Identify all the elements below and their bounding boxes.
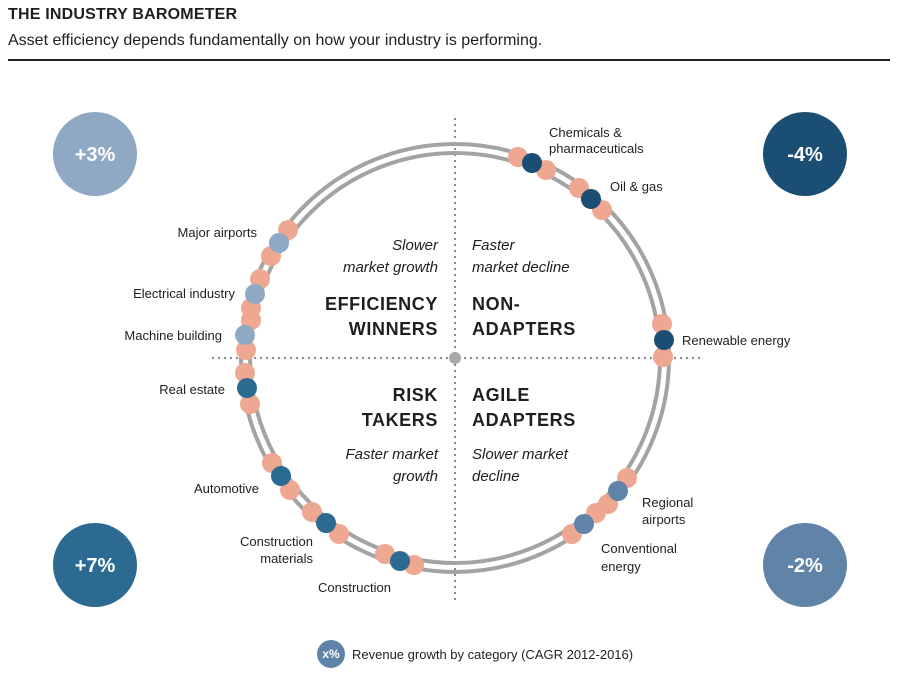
label-construction-materials-line1: Construction bbox=[240, 534, 313, 549]
marker-chemicals bbox=[508, 147, 556, 180]
label-automotive: Automotive bbox=[194, 481, 259, 496]
desc-bottom-left-line2: growth bbox=[393, 468, 438, 485]
marker-major-airports bbox=[261, 220, 298, 266]
marker-real-estate bbox=[235, 363, 260, 414]
growth-bottom-right: -2% bbox=[787, 555, 823, 577]
marker-renewable-energy bbox=[652, 314, 674, 367]
desc-top-right-line1: Faster bbox=[472, 237, 516, 254]
growth-top-right: -4% bbox=[787, 144, 823, 166]
desc-top-left-line1: Slower bbox=[392, 237, 439, 254]
quad-title-bottom-left-line2: TAKERS bbox=[362, 410, 438, 430]
quad-title-top-left-line1: EFFICIENCY bbox=[325, 294, 438, 314]
desc-bottom-right-line1: Slower market bbox=[472, 446, 569, 463]
label-electrical-industry: Electrical industry bbox=[133, 286, 235, 301]
page-subtitle: Asset efficiency depends fundamentally o… bbox=[8, 32, 543, 49]
marker-electrical-industry bbox=[241, 269, 270, 318]
label-construction-materials-line2: materials bbox=[260, 551, 313, 566]
growth-bottom-left: +7% bbox=[75, 555, 116, 577]
marker-automotive bbox=[262, 453, 300, 500]
growth-top-left: +3% bbox=[75, 144, 116, 166]
label-major-airports: Major airports bbox=[178, 225, 258, 240]
label-renewable-energy: Renewable energy bbox=[682, 333, 791, 348]
growth-badge-top-right: -4% bbox=[763, 112, 847, 196]
label-regional-airports-line2: airports bbox=[642, 512, 686, 527]
quad-title-bottom-right-line2: ADAPTERS bbox=[472, 410, 576, 430]
quad-title-top-left-line2: WINNERS bbox=[349, 319, 438, 339]
label-machine-building: Machine building bbox=[124, 328, 222, 343]
legend-symbol-text: x% bbox=[322, 647, 340, 661]
label-conventional-energy-line2: energy bbox=[601, 559, 641, 574]
label-chemicals-line1: Chemicals & bbox=[549, 125, 622, 140]
quad-title-top-right-line1: NON- bbox=[472, 294, 520, 314]
marker-conventional-energy bbox=[562, 503, 606, 544]
legend-symbol bbox=[317, 640, 345, 668]
label-regional-airports-line1: Regional bbox=[642, 495, 693, 510]
quad-title-top-right-line2: ADAPTERS bbox=[472, 319, 576, 339]
growth-badge-bottom-right: -2% bbox=[763, 523, 847, 607]
desc-top-right-line2: market decline bbox=[472, 259, 570, 276]
growth-badge-top-left: +3% bbox=[53, 112, 137, 196]
label-oil-gas: Oil & gas bbox=[610, 179, 663, 194]
label-chemicals-line2: pharmaceuticals bbox=[549, 141, 644, 156]
desc-top-left-line2: market growth bbox=[343, 259, 438, 276]
marker-construction-materials bbox=[302, 502, 349, 544]
desc-bottom-right-line2: decline bbox=[472, 468, 520, 485]
growth-badge-bottom-left: +7% bbox=[53, 523, 137, 607]
legend-text: Revenue growth by category (CAGR 2012-20… bbox=[352, 647, 633, 662]
label-conventional-energy-line1: Conventional bbox=[601, 541, 677, 556]
marker-construction bbox=[375, 544, 424, 575]
marker-regional-airports bbox=[598, 468, 637, 514]
center-dot bbox=[449, 352, 461, 364]
legend: x% Revenue growth by category (CAGR 2012… bbox=[317, 640, 633, 668]
quad-title-bottom-left-line1: RISK bbox=[393, 385, 438, 405]
header-rule bbox=[8, 59, 890, 61]
page-title: THE INDUSTRY BAROMETER bbox=[8, 6, 238, 23]
label-construction: Construction bbox=[318, 580, 391, 595]
quad-title-bottom-right-line1: AGILE bbox=[472, 385, 530, 405]
label-real-estate: Real estate bbox=[159, 382, 225, 397]
desc-bottom-left-line1: Faster market bbox=[345, 446, 438, 463]
marker-oil-gas bbox=[569, 178, 612, 220]
